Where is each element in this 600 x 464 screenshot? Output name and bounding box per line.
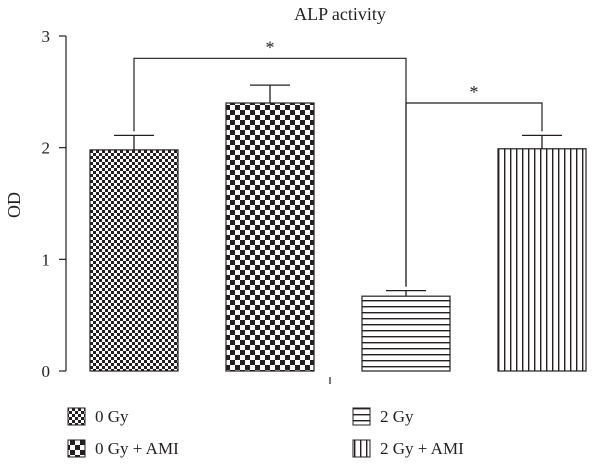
significance-bracket xyxy=(405,102,543,287)
y-tick-label: 0 xyxy=(42,362,51,381)
legend-label: 0 Gy + AMI xyxy=(95,439,179,458)
y-tick-label: 2 xyxy=(42,139,51,158)
bar xyxy=(225,102,315,372)
legend-label: 2 Gy + AMI xyxy=(380,439,464,458)
axes: 0 1 2 3 xyxy=(42,27,331,384)
legend-label: 0 Gy xyxy=(95,407,129,426)
chart-title: ALP activity xyxy=(294,4,386,24)
legend-swatch xyxy=(67,439,86,458)
bar xyxy=(89,149,179,372)
legend-swatch xyxy=(352,407,371,426)
significance-label: * xyxy=(470,82,479,102)
y-tick-label: 3 xyxy=(42,27,51,46)
y-tick-label: 1 xyxy=(42,250,51,269)
significance-label: * xyxy=(266,37,275,57)
bar xyxy=(497,148,587,372)
legend-label: 2 Gy xyxy=(380,407,414,426)
legend: 0 Gy 0 Gy + AMI 2 Gy 2 Gy + AMI xyxy=(67,407,464,458)
bar xyxy=(361,295,451,372)
legend-swatch xyxy=(67,407,86,426)
significance-brackets: ** xyxy=(133,37,543,287)
bars xyxy=(89,84,587,372)
legend-swatch xyxy=(352,439,371,458)
y-axis-title: OD xyxy=(4,192,24,218)
